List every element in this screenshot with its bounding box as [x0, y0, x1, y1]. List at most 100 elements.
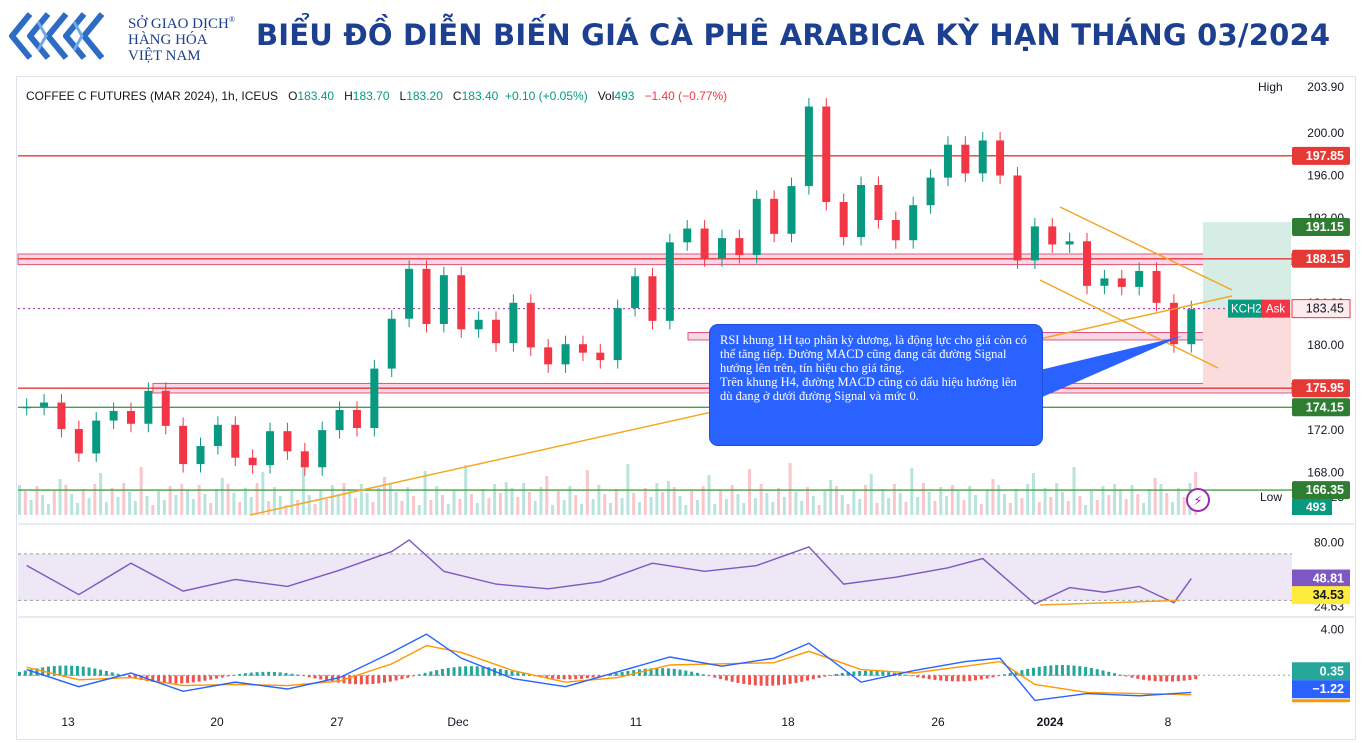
macd-hist-bar — [962, 675, 966, 682]
volume-bar — [1165, 493, 1169, 515]
volume-bar — [104, 502, 108, 515]
volume-bar — [939, 487, 943, 515]
macd-hist-bar — [301, 675, 305, 677]
macd-hist-bar — [365, 675, 369, 685]
macd-hist-bar — [267, 671, 271, 676]
target-zone — [1203, 222, 1291, 309]
volume-bar — [116, 497, 120, 515]
volume-bar — [1037, 502, 1041, 515]
x-tick-label: 13 — [61, 715, 75, 729]
macd-hist-bar — [475, 666, 479, 676]
volume-bar — [991, 479, 995, 515]
x-tick-label: 8 — [1165, 715, 1172, 729]
macd-hist-bar — [388, 675, 392, 682]
macd-hist-bar — [916, 675, 920, 678]
macd-hist-bar — [765, 675, 769, 686]
current-price-badge — [1291, 299, 1351, 319]
candle-body — [387, 318, 396, 369]
macd-hist-bar — [516, 672, 520, 676]
channel-lower — [1039, 279, 1219, 369]
volume-bar — [498, 493, 502, 515]
macd-hist-bar — [800, 675, 804, 682]
volume-bar — [863, 485, 867, 515]
macd-hist-bar — [319, 675, 323, 680]
macd-hist-bar — [191, 675, 195, 683]
price-tick-label: 196.00 — [1307, 168, 1344, 182]
volume-bar — [892, 484, 896, 515]
volume-bar — [568, 486, 572, 515]
candle-body — [770, 198, 779, 234]
macd-hist-bar — [110, 672, 114, 676]
volume-bar — [313, 504, 317, 515]
macd-hist-bar — [157, 675, 161, 683]
volume-bar — [203, 494, 207, 515]
macd-hist-bar — [359, 675, 363, 685]
volume-bar — [1026, 484, 1030, 515]
volume-bar — [255, 483, 259, 515]
macd-hist-bar — [1113, 673, 1117, 676]
high-label: High — [1258, 80, 1283, 94]
level-badge — [1292, 249, 1350, 268]
current-price-label: 183.45 — [1306, 302, 1344, 316]
macd-hist-bar — [945, 675, 949, 682]
volume-bar — [910, 468, 914, 515]
candle-body — [943, 144, 952, 178]
macd-hist-bar — [939, 675, 943, 681]
symbol-badge — [1228, 299, 1264, 318]
volume-bar — [377, 488, 381, 515]
volume-bar — [1118, 490, 1122, 515]
volume-bar — [267, 501, 271, 515]
volume-bar — [1136, 494, 1140, 515]
volume-bar — [487, 498, 491, 515]
low-label: Low — [1260, 490, 1282, 504]
rsi-divergence-line — [1039, 599, 1181, 606]
macd-hist-bar — [18, 671, 21, 676]
volume-bar — [446, 504, 450, 515]
macd-hist-bar — [777, 675, 781, 686]
macd-hist-bar — [875, 671, 879, 676]
volume-bar — [475, 503, 479, 515]
candle-body — [439, 275, 448, 325]
volume-bar — [556, 491, 560, 515]
macd-hist-bar — [933, 675, 937, 680]
volume-bar — [272, 487, 276, 515]
volume-bar — [956, 491, 960, 515]
macd-hist-bar — [1043, 666, 1047, 676]
macd-hist-bar — [203, 675, 207, 681]
volume-bar — [249, 497, 253, 515]
candle-body — [909, 205, 918, 241]
macd-hist-bar — [174, 675, 178, 684]
candle-body — [787, 186, 796, 234]
candle-body — [300, 451, 309, 468]
macd-hist-bar — [481, 666, 485, 676]
volume-bar — [533, 501, 537, 515]
macd-hist-bar — [52, 666, 56, 676]
macd-hist-bar — [527, 674, 531, 676]
volume-bar — [719, 490, 723, 515]
annotation-bubble: RSI khung 1H tạo phân kỳ dương, là động … — [709, 324, 1043, 446]
volume-bar — [927, 492, 931, 515]
macd-hist-bar — [858, 671, 862, 676]
candle-body — [1187, 309, 1196, 345]
candle-body — [683, 228, 692, 243]
macd-hist-bar — [921, 675, 925, 679]
volume-bar — [1142, 503, 1146, 515]
macd-hist-bar — [93, 668, 97, 676]
candle-body — [22, 406, 31, 409]
level-badge-label: 175.95 — [1306, 381, 1344, 395]
candle-body — [596, 352, 605, 361]
candle-body — [231, 424, 240, 458]
volume-bar — [128, 492, 132, 515]
volume-bar — [823, 491, 827, 515]
volume-bar — [829, 480, 833, 515]
macd-hist-bar — [243, 673, 247, 676]
candle-body — [196, 446, 205, 465]
volume-bar — [423, 471, 427, 515]
candle-body — [1152, 270, 1161, 303]
candle-body — [144, 390, 153, 424]
macd-hist-bar — [771, 675, 775, 686]
macd-hist-bar — [354, 675, 358, 685]
candle-body — [665, 242, 674, 321]
macd-hist-bar — [1031, 667, 1035, 676]
macd-hist-bar — [742, 675, 746, 684]
